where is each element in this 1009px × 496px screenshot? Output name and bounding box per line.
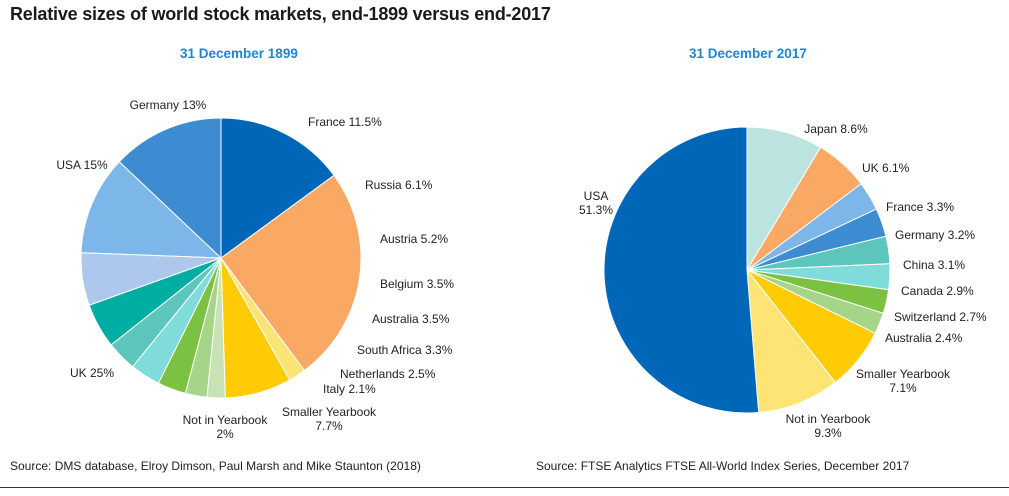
pie-2017-label-10: USA 51.3% xyxy=(579,189,613,217)
pie-2017-label-8: Smaller Yearbook 7.1% xyxy=(856,367,951,395)
pie-1899-label-12: USA 15% xyxy=(56,158,108,172)
pie-2017-slices xyxy=(603,126,891,414)
pie-1899-label-9: Smaller Yearbook 7.7% xyxy=(282,405,377,433)
pie-2017-label-1: UK 6.1% xyxy=(862,161,910,175)
pie-1899-label-3: Austria 5.2% xyxy=(380,232,448,246)
pie-1899-label-5: Australia 3.5% xyxy=(372,312,450,326)
pie-1899-label-0: Germany 13% xyxy=(130,98,207,112)
pie-1899-label-6: South Africa 3.3% xyxy=(357,343,453,357)
pie-2017-label-4: China 3.1% xyxy=(903,258,965,272)
chart-title: Relative sizes of world stock markets, e… xyxy=(10,4,551,24)
source-note-1899: Source: DMS database, Elroy Dimson, Paul… xyxy=(10,459,421,473)
pie-2017-label-9: Not in Yearbook 9.3% xyxy=(786,412,872,440)
pie-1899-slice-12 xyxy=(220,117,335,259)
pie-1899-slices xyxy=(80,117,362,399)
pie-2017-label-7: Australia 2.4% xyxy=(885,331,963,345)
pie-2017-title: 31 December 2017 xyxy=(689,46,807,61)
pie-2017-slice-9 xyxy=(746,268,837,414)
pie-1899-label-7: Netherlands 2.5% xyxy=(340,367,436,381)
pie-1899-slice-11 xyxy=(220,174,362,372)
pie-1899-label-2: Russia 6.1% xyxy=(365,178,433,192)
bottom-rule xyxy=(0,487,1009,488)
pie-1899-label-11: UK 25% xyxy=(70,366,114,380)
pie-1899-label-10: Not in Yearbook 2% xyxy=(183,413,269,441)
pie-1899-title: 31 December 1899 xyxy=(180,46,298,61)
pie-2017-label-6: Switzerland 2.7% xyxy=(894,310,987,324)
pie-2017-label-5: Canada 2.9% xyxy=(901,284,974,298)
pie-1899-label-8: Italy 2.1% xyxy=(323,382,376,396)
source-note-2017: Source: FTSE Analytics FTSE All-World In… xyxy=(536,459,910,473)
pie-1899-slice-1 xyxy=(80,161,223,259)
pie-1899-label-1: France 11.5% xyxy=(308,115,382,129)
pie-1899-slice-0 xyxy=(118,117,222,260)
pie-1899-label-4: Belgium 3.5% xyxy=(380,277,454,291)
pie-2017-label-0: Japan 8.6% xyxy=(804,122,868,136)
pie-2017-slice-10 xyxy=(603,126,760,414)
pie-2017-label-3: Germany 3.2% xyxy=(895,228,975,242)
pie-2017-label-2: France 3.3% xyxy=(886,200,954,214)
